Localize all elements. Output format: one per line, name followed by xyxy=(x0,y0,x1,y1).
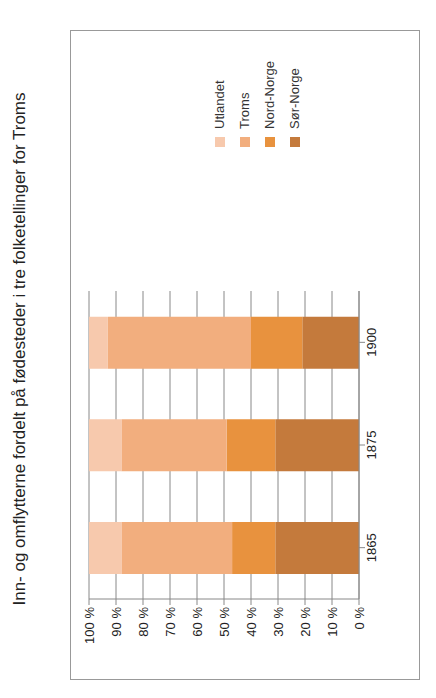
html-text:Utlandet: Utlandet xyxy=(212,80,227,129)
svg-text:0 %: 0 % xyxy=(352,607,367,630)
svg-text:60 %: 60 % xyxy=(190,607,205,637)
html-text:Inn- og omflytterne fordelt på: Inn- og omflytterne fordelt på fødestede… xyxy=(10,92,29,606)
svg-text:1875: 1875 xyxy=(364,431,379,460)
svg-text:1865: 1865 xyxy=(364,533,379,562)
svg-text:20 %: 20 % xyxy=(298,607,313,637)
svg-text:1900: 1900 xyxy=(364,328,379,357)
html-text:Nord-Norge: Nord-Norge xyxy=(262,61,277,129)
svg-text:40 %: 40 % xyxy=(244,607,259,637)
svg-text:80 %: 80 % xyxy=(136,607,151,637)
html-text:Sør-Norge: Sør-Norge xyxy=(287,68,302,129)
html-text:Troms: Troms xyxy=(237,92,252,129)
svg-text:10 %: 10 % xyxy=(325,607,340,637)
svg-text:50 %: 50 % xyxy=(217,607,232,637)
svg-text:30 %: 30 % xyxy=(271,607,286,637)
svg-text:70 %: 70 % xyxy=(163,607,178,637)
svg-text:90 %: 90 % xyxy=(109,607,124,637)
svg-text:100 %: 100 % xyxy=(82,607,97,644)
